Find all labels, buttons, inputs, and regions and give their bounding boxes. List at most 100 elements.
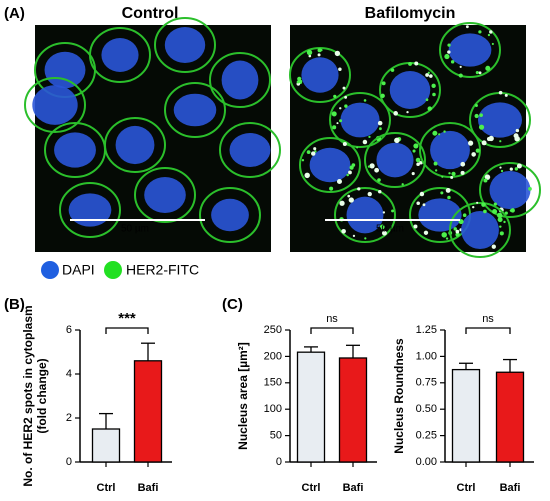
image-title: Bafilomycin (365, 5, 456, 22)
y-axis-label: Nucleus Roundness (392, 338, 406, 454)
vesicle (341, 228, 346, 234)
panel-label: (A) (4, 5, 25, 22)
cell-membrane (199, 187, 261, 243)
x-tick-label: Ctrl (302, 482, 321, 494)
vesicle (474, 113, 479, 119)
nucleus (68, 193, 112, 227)
vesicle (516, 163, 522, 169)
cell-membrane (299, 137, 361, 193)
vesicle (460, 170, 465, 175)
vesicle (342, 86, 346, 90)
y-axis-label: Nucleus area [µm²] (236, 342, 250, 450)
vesicle (336, 178, 342, 185)
vesicle (481, 202, 486, 207)
cell-membrane (164, 82, 226, 138)
vesicle (493, 202, 497, 206)
vesicle (381, 81, 386, 86)
y-tick-label: 0.25 (416, 430, 437, 442)
vesicle (356, 146, 359, 149)
y-tick-label: 1.00 (416, 350, 437, 362)
vesicle (440, 191, 444, 195)
vesicle (377, 120, 383, 126)
vesicle (476, 201, 479, 204)
vesicle (339, 107, 342, 110)
cell-membrane (24, 77, 86, 133)
vesicle (492, 209, 497, 214)
vesicle (481, 140, 487, 146)
nucleus (346, 196, 384, 234)
significance-bracket (465, 327, 511, 334)
vesicle (475, 148, 480, 153)
vesicle (422, 203, 426, 207)
vesicle (300, 80, 303, 83)
vesicle (471, 152, 476, 157)
vesicle (445, 237, 449, 240)
cell-membrane (419, 122, 481, 178)
vesicle (382, 211, 386, 214)
nucleus (211, 198, 249, 232)
vesicle (497, 212, 503, 219)
vesicle (459, 65, 462, 68)
y-tick-label: 2 (66, 412, 72, 424)
vesicle (478, 124, 485, 130)
nucleus (144, 177, 186, 213)
y-tick-label: 1.25 (416, 324, 437, 336)
y-tick-label: 100 (264, 403, 282, 415)
vesicle (443, 130, 446, 133)
vesicle (499, 166, 502, 169)
y-tick-label: 4 (66, 368, 72, 380)
vesicle (478, 71, 482, 75)
vesicle (391, 209, 395, 213)
y-tick-label: 0 (66, 456, 72, 468)
vesicle (504, 211, 508, 215)
significance-bracket (310, 327, 354, 334)
vesicle (498, 90, 503, 95)
cell-membrane (479, 162, 541, 218)
nucleus (115, 125, 155, 165)
vesicle (339, 200, 345, 206)
nucleus (389, 71, 431, 109)
vesicle (499, 231, 504, 236)
vesicle (377, 178, 381, 182)
vesicle (334, 50, 341, 57)
y-axis-label: (fold change) (35, 358, 49, 433)
vesicle (378, 189, 382, 194)
x-tick-label: Bafi (138, 482, 159, 494)
vesicle (447, 43, 451, 47)
vesicle (475, 71, 479, 75)
micrograph (24, 17, 281, 252)
vesicle (339, 119, 343, 123)
nucleus (461, 210, 499, 250)
vesicle (338, 67, 342, 72)
vesicle (453, 227, 457, 231)
cell-membrane (134, 167, 196, 223)
vesicle (433, 161, 438, 166)
vesicle (451, 171, 456, 176)
vesicle (393, 111, 398, 116)
cell-membrane (104, 117, 166, 173)
vesicle (509, 167, 513, 171)
vesicle (447, 50, 451, 54)
vesicle (297, 76, 302, 81)
bar (91, 428, 121, 463)
vesicle (364, 237, 367, 240)
vesicle (329, 186, 334, 191)
panel-label: (B) (4, 296, 25, 313)
vesicle (485, 65, 491, 71)
vesicle (497, 217, 503, 223)
vesicle (344, 95, 348, 99)
nucleus (32, 85, 78, 125)
vesicle (347, 194, 351, 198)
vesicle (367, 165, 371, 168)
vesicle (317, 53, 321, 57)
vesicle (382, 230, 387, 236)
y-tick-label: 0.50 (416, 403, 437, 415)
significance-label: *** (118, 310, 136, 327)
significance-label: ns (326, 313, 338, 325)
bar (495, 371, 525, 463)
vesicle (509, 209, 513, 212)
vesicle (500, 169, 504, 173)
cell-membrane (449, 202, 511, 258)
vesicle (367, 191, 372, 197)
